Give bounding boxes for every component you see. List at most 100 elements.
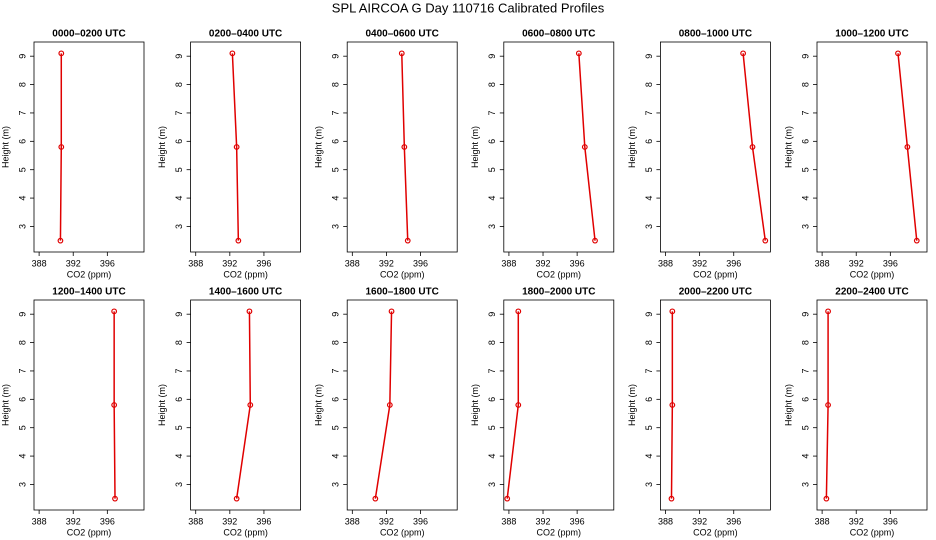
y-axis-label: Height (m) [627,384,637,426]
profile-line [113,311,116,499]
x-tick-label: 388 [32,516,47,526]
panel-title: 0600–0800 UTC [522,29,595,40]
point [749,144,756,150]
point [825,402,831,408]
y-tick-label: 6 [174,397,184,402]
x-tick-label: 392 [379,516,394,526]
profile-line [825,311,829,499]
point [515,308,522,315]
y-tick-label: 7 [17,368,27,373]
y-axis-label: Height (m) [314,384,324,426]
y-tick-label: 7 [800,368,810,373]
x-tick-label: 396 [883,516,898,526]
panel-title: 1200–1400 UTC [52,287,125,298]
x-tick-label: 396 [413,258,428,268]
y-tick-label: 9 [174,54,184,59]
y-tick-label: 5 [487,167,497,172]
y-tick-label: 4 [331,196,341,201]
point [398,50,405,57]
x-tick-label: 388 [501,516,516,526]
x-axis-label: CO2 (ppm) [693,527,738,537]
x-tick-label: 392 [66,258,81,268]
y-tick-label: 3 [644,224,654,229]
panel-title: 0200–0400 UTC [209,29,282,40]
y-tick-label: 7 [331,110,341,115]
x-tick-label: 392 [849,516,864,526]
point [668,495,675,502]
plot-frame [33,299,145,511]
x-tick-label: 396 [726,258,741,268]
y-tick-label: 7 [644,110,654,115]
x-tick-label: 392 [379,258,394,268]
profile-line [742,53,767,241]
y-tick-label: 6 [17,139,27,144]
point [581,144,588,150]
y-axis-label: Height (m) [627,126,637,168]
point [57,237,64,244]
y-tick-label: 3 [331,482,341,487]
plot-frame [816,299,928,511]
x-axis-label: CO2 (ppm) [223,269,268,279]
x-tick-label: 388 [501,258,516,268]
point [58,50,65,57]
point [904,144,911,150]
point [111,308,118,315]
point [58,144,65,150]
y-tick-label: 8 [487,82,497,87]
point [823,495,830,502]
y-tick-label: 9 [644,312,654,317]
y-tick-label: 6 [644,397,654,402]
y-tick-label: 6 [644,139,654,144]
x-tick-label: 396 [256,516,271,526]
x-tick-label: 392 [692,258,707,268]
point [246,308,253,315]
x-tick-label: 392 [66,516,81,526]
panel-title: 0000–0200 UTC [52,29,125,40]
y-tick-label: 5 [487,425,497,430]
y-tick-label: 5 [17,425,27,430]
y-tick-label: 9 [174,312,184,317]
plot-frame [503,299,615,511]
y-tick-label: 3 [487,482,497,487]
y-tick-label: 4 [644,196,654,201]
point [233,144,240,150]
x-axis-label: CO2 (ppm) [850,527,895,537]
y-tick-label: 6 [800,139,810,144]
point [515,402,522,408]
y-tick-label: 8 [800,340,810,345]
x-tick-label: 388 [815,516,830,526]
x-tick-label: 396 [726,516,741,526]
profile-line [401,53,409,241]
y-axis-label: Height (m) [157,384,167,426]
profile-line [670,311,674,499]
x-axis-label: CO2 (ppm) [380,269,425,279]
x-tick-label: 392 [692,516,707,526]
y-tick-label: 8 [487,340,497,345]
y-tick-label: 9 [17,54,27,59]
y-axis-label: Height (m) [470,384,480,426]
x-tick-label: 388 [345,516,360,526]
y-tick-label: 6 [331,397,341,402]
x-tick-label: 396 [570,258,585,268]
y-tick-label: 3 [17,482,27,487]
x-axis-label: CO2 (ppm) [67,527,112,537]
profile-line [374,311,393,499]
point [112,495,118,502]
plot-frame [660,299,771,511]
y-tick-label: 3 [644,482,654,487]
y-tick-label: 7 [331,368,341,373]
y-tick-label: 4 [331,454,341,459]
point [669,308,676,315]
plot-frame [190,299,302,511]
x-tick-label: 392 [536,258,551,268]
y-tick-label: 3 [174,224,184,229]
y-tick-label: 9 [331,54,341,59]
y-tick-label: 5 [800,167,810,172]
y-tick-label: 9 [487,54,497,59]
point [669,402,676,408]
point [235,237,242,244]
profile-line [578,53,596,241]
y-tick-label: 5 [174,167,184,172]
y-tick-label: 8 [17,82,27,87]
y-tick-label: 6 [174,139,184,144]
